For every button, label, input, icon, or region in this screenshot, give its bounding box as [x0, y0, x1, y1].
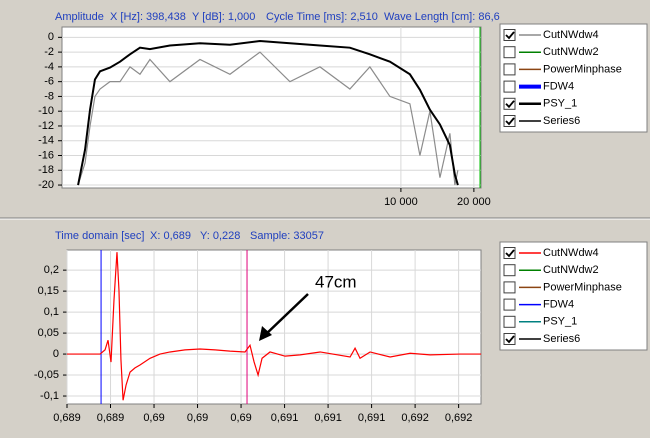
legend-label: FDW4	[543, 299, 574, 311]
header-x: X [Hz]: 398,438	[110, 11, 186, 23]
legend-label: Series6	[543, 115, 580, 127]
y-tick-label: 0,2	[44, 264, 59, 276]
legend-checkmark	[505, 117, 515, 126]
y-tick-label: 0	[53, 348, 59, 360]
y-tick-label: -12	[38, 120, 54, 132]
series-line	[77, 40, 459, 186]
x-tick-label: 0,69	[187, 412, 208, 424]
legend-label: CutNWdw2	[543, 46, 599, 58]
legend-label: CutNWdw4	[543, 29, 599, 41]
legend-box	[499, 241, 648, 351]
y-tick-label: 0	[48, 31, 54, 43]
series-line	[77, 51, 459, 186]
x-tick-label: 0,69	[230, 412, 251, 424]
header-title: Amplitude	[55, 11, 104, 23]
y-tick-label: 0,1	[44, 306, 59, 318]
x-tick-label: 0,691	[314, 412, 342, 424]
series-line	[67, 252, 482, 401]
y-tick-label: -4	[44, 61, 54, 73]
y-tick-label: -8	[44, 90, 54, 102]
y-tick-label: -18	[38, 164, 54, 176]
header-sample: Sample: 33057	[250, 230, 324, 242]
x-tick-label: 0,692	[401, 412, 429, 424]
y-tick-label: 0,05	[38, 327, 59, 339]
y-tick-label: -14	[38, 135, 54, 147]
legend-checkbox	[503, 115, 516, 127]
header-y: Y: 0,228	[200, 230, 240, 242]
legend-checkbox	[503, 247, 516, 259]
plot-area	[61, 26, 482, 189]
legend-checkmark	[505, 100, 515, 109]
y-tick-label: -10	[38, 105, 54, 117]
x-tick-label: 0,691	[358, 412, 386, 424]
x-tick-label: 0,691	[271, 412, 299, 424]
legend-label: CutNWdw4	[543, 247, 599, 259]
annotation-arrowhead	[259, 326, 272, 341]
y-tick-label: -2	[44, 46, 54, 58]
y-tick-label: 0,15	[38, 285, 59, 297]
legend-box	[499, 23, 648, 133]
y-tick-label: -16	[38, 149, 54, 161]
header-cycle: Cycle Time [ms]: 2,510	[266, 11, 378, 23]
header-x: X: 0,689	[150, 230, 191, 242]
header-title: Time domain [sec]	[55, 230, 144, 242]
legend-checkbox	[503, 298, 516, 311]
legend-checkbox	[503, 281, 516, 294]
legend-label: Series6	[543, 333, 580, 345]
legend-checkbox	[503, 29, 516, 41]
x-tick-label: 0,69	[143, 412, 164, 424]
x-tick-label: 10 000	[384, 196, 418, 208]
y-tick-label: -20	[38, 179, 54, 191]
legend-label: PowerMinphase	[543, 63, 622, 75]
annotation: 47cm	[315, 272, 357, 291]
x-tick-label: 0,689	[97, 412, 125, 424]
legend-checkbox	[503, 46, 516, 59]
legend-label: PSY_1	[543, 316, 577, 328]
x-tick-label: 0,692	[445, 412, 473, 424]
legend-checkbox	[503, 333, 516, 345]
legend-checkbox	[503, 315, 516, 328]
legend-checkbox	[503, 63, 516, 76]
legend-label: CutNWdw2	[543, 264, 599, 276]
header-wave: Wave Length [cm]: 86,6	[384, 11, 500, 23]
legend-checkmark	[505, 249, 515, 258]
x-tick-label: 0,689	[53, 412, 81, 424]
legend-checkbox	[503, 97, 516, 110]
legend-checkbox	[503, 80, 516, 93]
legend-label: PowerMinphase	[543, 281, 622, 293]
legend-label: FDW4	[543, 81, 574, 93]
annotation-arrow	[263, 293, 309, 337]
legend-label: PSY_1	[543, 98, 577, 110]
y-tick-label: -0,1	[40, 390, 59, 402]
x-tick-label: 20 000	[457, 196, 491, 208]
header-y: Y [dB]: 1,000	[192, 11, 255, 23]
legend-checkmark	[505, 335, 515, 344]
legend-checkmark	[505, 31, 515, 40]
legend-checkbox	[503, 264, 516, 277]
y-tick-label: -6	[44, 76, 54, 88]
y-tick-label: -0,05	[34, 369, 59, 381]
